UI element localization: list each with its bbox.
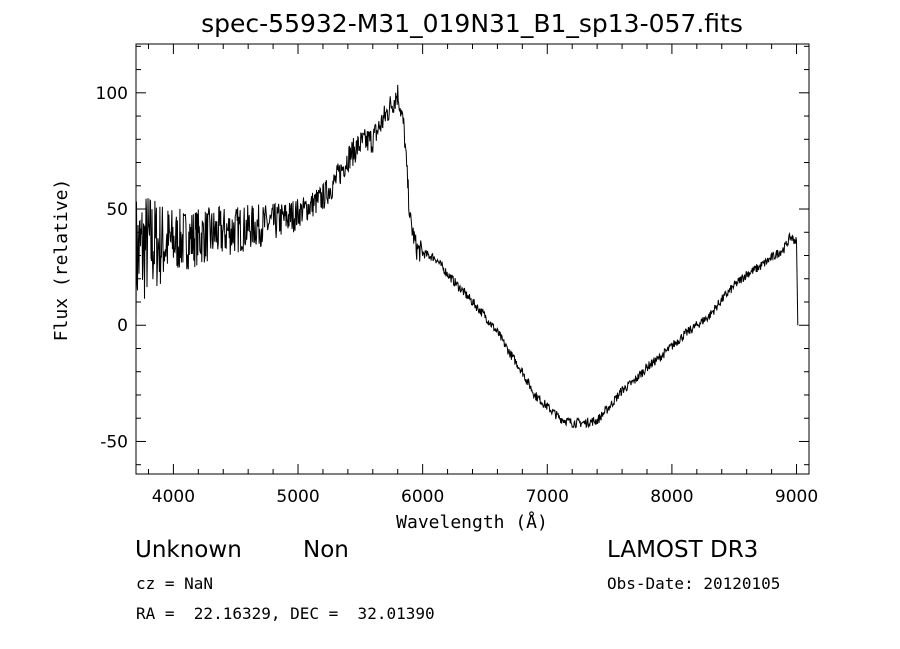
object-subclass: Non — [303, 537, 349, 563]
x-axis-label: Wavelength (Å) — [396, 511, 548, 533]
y-tick-label: 50 — [106, 200, 128, 220]
observation-date: Obs-Date: 20120105 — [607, 574, 781, 593]
x-tick-label: 4000 — [152, 487, 195, 507]
chart-title: spec-55932-M31_019N31_B1_sp13-057.fits — [201, 9, 743, 38]
survey-name: LAMOST DR3 — [607, 537, 759, 563]
axis-ticks: 4000 5000 6000 7000 8000 9000 -50 0 50 100 — [96, 44, 818, 507]
object-class: Unknown — [135, 537, 242, 563]
x-tick-label: 7000 — [526, 487, 569, 507]
x-tick-label: 9000 — [775, 487, 818, 507]
y-tick-label: 100 — [96, 84, 128, 104]
spectrum-line — [135, 84, 799, 429]
x-tick-label: 6000 — [401, 487, 444, 507]
y-tick-label: -50 — [100, 432, 128, 452]
coordinates: RA = 22.16329, DEC = 32.01390 — [136, 604, 435, 623]
redshift-value: cz = NaN — [136, 574, 214, 593]
plot-frame — [135, 43, 810, 475]
y-tick-label: 0 — [117, 316, 128, 336]
x-tick-label: 5000 — [276, 487, 319, 507]
x-tick-label: 8000 — [650, 487, 693, 507]
y-axis-label: Flux (relative) — [51, 179, 72, 342]
